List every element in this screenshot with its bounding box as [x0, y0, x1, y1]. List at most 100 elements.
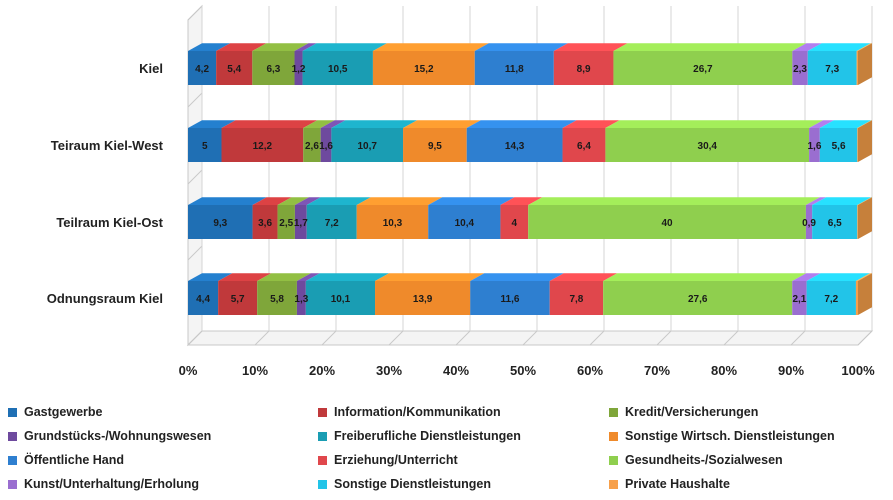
- data-label: 14,3: [505, 141, 525, 152]
- bar-segment: [562, 120, 620, 162]
- bar-front: [856, 51, 858, 85]
- bar-segment: [500, 197, 543, 239]
- bar-segment: [856, 43, 872, 85]
- bar-top: [277, 197, 309, 205]
- bar-top: [792, 43, 822, 51]
- data-label: 8,9: [577, 64, 591, 75]
- data-label: 0,9: [802, 218, 816, 229]
- bar-front: [221, 128, 304, 162]
- bar-top: [252, 197, 292, 205]
- bar-top: [403, 120, 481, 128]
- x-tick-label: 100%: [841, 363, 875, 378]
- bar-front: [805, 205, 813, 239]
- bar-segment: [188, 273, 233, 315]
- bar-front: [188, 205, 253, 239]
- bar-front: [294, 205, 307, 239]
- bar-front: [188, 281, 219, 315]
- bar-front: [792, 281, 807, 315]
- legend-label: Gesundheits-/Sozialwesen: [625, 453, 783, 467]
- legend: Gastgewerbe Information/Kommunikation Kred…: [0, 396, 893, 500]
- data-label: 7,3: [825, 64, 839, 75]
- bar-front: [375, 281, 471, 315]
- bar-top: [221, 120, 318, 128]
- x-tick-label: 50%: [510, 363, 536, 378]
- legend-label: Sonstige Wirtsch. Dienstleistungen: [625, 429, 835, 443]
- data-label: 5,8: [270, 294, 284, 305]
- data-label: 1,6: [807, 141, 821, 152]
- data-label: 2,6: [305, 141, 319, 152]
- data-label: 11,6: [501, 294, 520, 305]
- legend-swatch: [8, 455, 17, 465]
- data-label: 1,6: [319, 141, 333, 152]
- legend-item: Öffentliche Hand: [8, 450, 124, 470]
- bar-top: [320, 120, 346, 128]
- bar-segment: [474, 43, 568, 85]
- bar-top: [294, 197, 321, 205]
- x-tick-label: 90%: [778, 363, 804, 378]
- bar-front: [403, 128, 467, 162]
- bar-top: [188, 197, 267, 205]
- bar-segment: [613, 43, 807, 85]
- bar-segment: [331, 120, 418, 162]
- data-label: 5,7: [231, 294, 245, 305]
- bar-top: [303, 120, 335, 128]
- floor-gridline: [656, 330, 672, 346]
- data-label: 5,6: [832, 141, 846, 152]
- bar-front: [500, 205, 529, 239]
- bar-top: [528, 197, 820, 205]
- floor-gridline: [254, 330, 270, 346]
- bar-top: [216, 43, 267, 51]
- legend-item: Sonstige Wirtsch. Dienstleistungen: [609, 426, 835, 446]
- bar-top: [792, 273, 821, 281]
- data-label: 10,3: [383, 218, 403, 229]
- bar-segment: [303, 120, 335, 162]
- floor-gridline: [455, 330, 471, 346]
- bar-segment: [252, 197, 292, 239]
- bar-segment: [320, 120, 346, 162]
- legend-swatch: [8, 479, 17, 489]
- category-label: Odnungsraum Kiel: [47, 291, 163, 306]
- bar-segment: [605, 120, 824, 162]
- x-tick-label: 30%: [376, 363, 402, 378]
- legend-swatch: [609, 479, 618, 489]
- bar-segment: [188, 197, 267, 239]
- data-label: 1,2: [292, 64, 306, 75]
- bar-top: [809, 120, 834, 128]
- data-label: 3,6: [258, 218, 272, 229]
- floor-gridline: [790, 330, 806, 346]
- bar-top: [257, 273, 311, 281]
- bar-segment: [306, 197, 371, 239]
- bar-front: [807, 51, 857, 85]
- data-label: 9,3: [213, 218, 227, 229]
- bar-segment: [806, 273, 870, 315]
- floor-gridline: [187, 330, 203, 346]
- bar-segment: [302, 43, 387, 85]
- bar-front: [549, 281, 604, 315]
- bar-front: [306, 205, 357, 239]
- floor-gridline: [522, 330, 538, 346]
- bar-top: [296, 273, 320, 281]
- legend-swatch: [8, 431, 17, 441]
- bar-top: [857, 197, 872, 205]
- legend-label: Kunst/Unterhaltung/Erholung: [24, 477, 199, 491]
- bar-segment: [296, 273, 320, 315]
- bar-segment: [375, 273, 485, 315]
- data-label: 6,3: [266, 64, 280, 75]
- data-label: 11,8: [505, 64, 524, 75]
- legend-item: Freiberufliche Dienstleistungen: [318, 426, 521, 446]
- bar-front: [303, 128, 321, 162]
- bar-segment: [857, 120, 872, 162]
- bar-side: [858, 273, 872, 315]
- data-label: 30,4: [698, 141, 718, 152]
- bar-segment: [549, 273, 618, 315]
- row-separator: [187, 245, 203, 261]
- bar-segment: [792, 273, 821, 315]
- legend-swatch: [609, 407, 618, 417]
- category-label: Kiel: [139, 61, 163, 76]
- bar-top: [805, 197, 827, 205]
- bar-front: [218, 281, 258, 315]
- floor-gridline: [388, 330, 404, 346]
- bar-segment: [257, 273, 311, 315]
- x-tick-label: 70%: [644, 363, 670, 378]
- bar-front: [277, 205, 295, 239]
